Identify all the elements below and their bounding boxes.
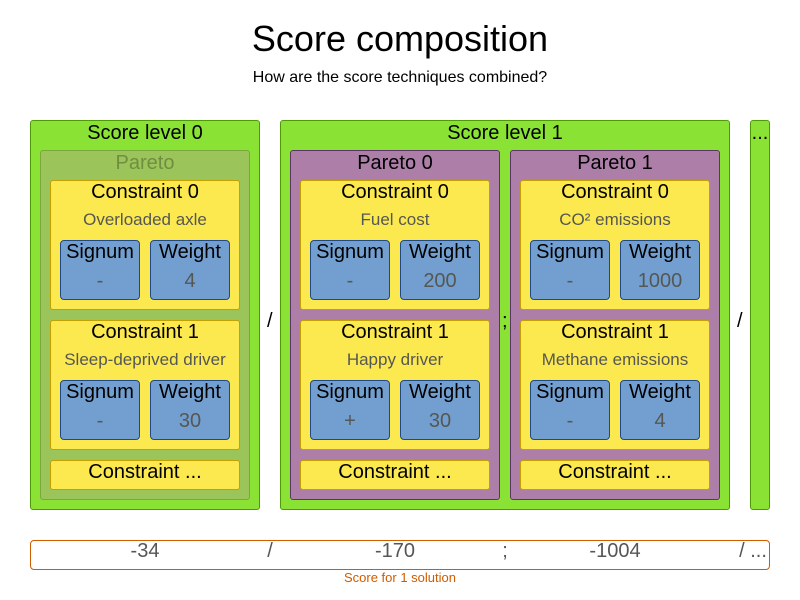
score-level: ... <box>750 120 770 510</box>
constraint-name: Constraint 1 <box>341 321 449 343</box>
constraint-more-label: Constraint ... <box>558 461 672 483</box>
weight-value: 1000 <box>637 270 683 292</box>
weight-box: Weight 200 <box>400 240 480 300</box>
constraint-description: Happy driver <box>346 350 444 369</box>
constraint-description: CO² emissions <box>559 210 671 229</box>
constraint-description: Overloaded axle <box>83 210 207 229</box>
constraint-name: Constraint 0 <box>561 181 669 203</box>
signum-label: Signum <box>66 381 134 403</box>
signum-value: - <box>566 270 574 292</box>
constraint-more: Constraint ... <box>50 460 240 490</box>
constraint-description: Fuel cost <box>360 210 430 229</box>
weight-label: Weight <box>629 241 691 263</box>
signum-value: - <box>566 410 574 432</box>
signum-value: - <box>96 410 104 432</box>
signum-box: Signum - <box>60 240 140 300</box>
score-level-label: ... <box>751 122 769 144</box>
score-caption: Score for 1 solution <box>343 570 456 585</box>
weight-value: 30 <box>178 410 202 432</box>
signum-box: Signum - <box>60 380 140 440</box>
weight-label: Weight <box>159 381 221 403</box>
signum-label: Signum <box>66 241 134 263</box>
constraint-name: Constraint 0 <box>91 181 199 203</box>
weight-box: Weight 30 <box>150 380 230 440</box>
score-level-label: Score level 1 <box>447 122 563 144</box>
weight-box: Weight 1000 <box>620 240 700 300</box>
page-title: Score composition <box>251 18 549 59</box>
weight-value: 200 <box>423 270 457 292</box>
weight-box: Weight 30 <box>400 380 480 440</box>
weight-value: 4 <box>184 270 196 292</box>
signum-box: Signum - <box>530 240 610 300</box>
signum-value: + <box>344 410 356 432</box>
score-value: / ... <box>739 540 767 562</box>
signum-value: - <box>96 270 104 292</box>
score-value: ; <box>502 540 508 562</box>
score-box <box>30 540 770 570</box>
score-value: -34 <box>130 540 160 562</box>
score-value: -170 <box>374 540 416 562</box>
signum-label: Signum <box>316 381 384 403</box>
level-separator: / <box>737 310 743 332</box>
signum-box: Signum - <box>530 380 610 440</box>
constraint-more-label: Constraint ... <box>338 461 452 483</box>
weight-value: 30 <box>428 410 452 432</box>
pareto-label: Pareto 0 <box>357 152 433 174</box>
constraint-name: Constraint 1 <box>91 321 199 343</box>
weight-label: Weight <box>159 241 221 263</box>
weight-value: 4 <box>654 410 666 432</box>
weight-box: Weight 4 <box>150 240 230 300</box>
constraint-description: Sleep-deprived driver <box>64 350 226 369</box>
score-value: / <box>267 540 273 562</box>
signum-label: Signum <box>316 241 384 263</box>
level-separator: / <box>267 310 273 332</box>
constraint-description: Methane emissions <box>541 350 689 369</box>
weight-label: Weight <box>409 381 471 403</box>
signum-label: Signum <box>536 241 604 263</box>
level-separator: ; <box>502 310 508 332</box>
constraint-more-label: Constraint ... <box>88 461 202 483</box>
page-subtitle: How are the score techniques combined? <box>252 69 548 86</box>
signum-value: - <box>346 270 354 292</box>
score-level-label: Score level 0 <box>87 122 203 144</box>
signum-box: Signum + <box>310 380 390 440</box>
constraint-name: Constraint 0 <box>341 181 449 203</box>
constraint-name: Constraint 1 <box>561 321 669 343</box>
score-value: -1004 <box>589 540 641 562</box>
pareto-label: Pareto <box>115 152 175 174</box>
weight-label: Weight <box>629 381 691 403</box>
constraint-more: Constraint ... <box>520 460 710 490</box>
weight-label: Weight <box>409 241 471 263</box>
pareto-label: Pareto 1 <box>577 152 653 174</box>
constraint-more: Constraint ... <box>300 460 490 490</box>
signum-label: Signum <box>536 381 604 403</box>
signum-box: Signum - <box>310 240 390 300</box>
weight-box: Weight 4 <box>620 380 700 440</box>
